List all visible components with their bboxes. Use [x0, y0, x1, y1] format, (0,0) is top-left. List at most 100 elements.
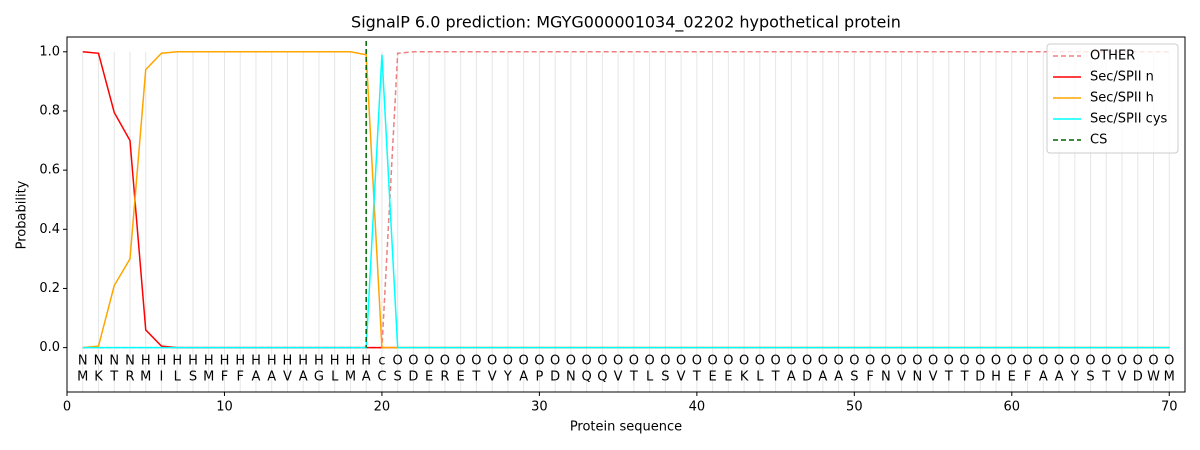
- residue: M: [345, 370, 356, 385]
- prediction-label: O: [802, 354, 812, 369]
- prediction-label: H: [283, 354, 293, 369]
- legend-label: Sec/SPII cys: [1090, 112, 1168, 127]
- y-tick-label: 0.8: [39, 103, 60, 118]
- prediction-label: O: [676, 354, 686, 369]
- residue: F: [236, 370, 243, 385]
- residue: R: [125, 370, 134, 385]
- prediction-label: H: [157, 354, 167, 369]
- y-tick-label: 0.6: [39, 163, 60, 178]
- residue: V: [614, 370, 623, 385]
- prediction-label: O: [833, 354, 843, 369]
- residue: V: [283, 370, 292, 385]
- residue: D: [550, 370, 560, 385]
- prediction-label: O: [1101, 354, 1111, 369]
- residue: Q: [582, 370, 592, 385]
- prediction-label: O: [487, 354, 497, 369]
- residue: E: [724, 370, 732, 385]
- prediction-label: O: [645, 354, 655, 369]
- residue: M: [140, 370, 151, 385]
- residue: V: [897, 370, 906, 385]
- prediction-label: O: [928, 354, 938, 369]
- y-tick-label: 0.4: [39, 222, 60, 237]
- prediction-label: H: [220, 354, 230, 369]
- prediction-label: O: [865, 354, 875, 369]
- residue: H: [991, 370, 1001, 385]
- prediction-label: O: [896, 354, 906, 369]
- series-line: [82, 54, 1170, 349]
- prediction-label: O: [912, 354, 922, 369]
- prediction-label: O: [818, 354, 828, 369]
- x-tick-label: 60: [1004, 400, 1021, 415]
- residue: T: [109, 370, 118, 385]
- prediction-label: O: [440, 354, 450, 369]
- residue: D: [1133, 370, 1143, 385]
- residue: E: [1008, 370, 1016, 385]
- residue: T: [960, 370, 969, 385]
- residue: F: [866, 370, 873, 385]
- prediction-label: O: [739, 354, 749, 369]
- prediction-label: H: [235, 354, 245, 369]
- prediction-label: O: [1085, 354, 1095, 369]
- residue: A: [1039, 370, 1048, 385]
- residue: D: [802, 370, 812, 385]
- residue: L: [646, 370, 654, 385]
- residue: E: [425, 370, 433, 385]
- prediction-label: H: [330, 354, 340, 369]
- residue: A: [818, 370, 827, 385]
- residue: A: [1055, 370, 1064, 385]
- prediction-label: O: [849, 354, 859, 369]
- x-tick-label: 10: [216, 400, 233, 415]
- legend-label: OTHER: [1090, 49, 1135, 64]
- prediction-label: H: [172, 354, 182, 369]
- prediction-label: O: [660, 354, 670, 369]
- residue: A: [252, 370, 261, 385]
- prediction-label: O: [1022, 354, 1032, 369]
- prediction-label: H: [346, 354, 356, 369]
- prediction-label: O: [1133, 354, 1143, 369]
- residue: N: [566, 370, 576, 385]
- residue: V: [677, 370, 686, 385]
- residue: V: [929, 370, 938, 385]
- prediction-label: O: [1054, 354, 1064, 369]
- y-tick-label: 0.0: [39, 340, 60, 355]
- prediction-label: H: [298, 354, 308, 369]
- residue: Q: [597, 370, 607, 385]
- prediction-label: O: [597, 354, 607, 369]
- residue: E: [708, 370, 716, 385]
- residue: E: [457, 370, 465, 385]
- residue: V: [1118, 370, 1127, 385]
- prediction-label: O: [944, 354, 954, 369]
- prediction-label: O: [1070, 354, 1080, 369]
- residue: S: [661, 370, 669, 385]
- residue: S: [1086, 370, 1094, 385]
- residue: S: [394, 370, 402, 385]
- residue: A: [362, 370, 371, 385]
- residue: L: [174, 370, 182, 385]
- prediction-label: N: [125, 354, 135, 369]
- residue: I: [160, 370, 164, 385]
- residue: D: [975, 370, 985, 385]
- prediction-label: O: [519, 354, 529, 369]
- residue: K: [94, 370, 103, 385]
- prediction-label: O: [424, 354, 434, 369]
- prediction-label: O: [755, 354, 765, 369]
- residue: F: [1024, 370, 1031, 385]
- legend-label: CS: [1090, 133, 1107, 148]
- y-tick-label: 1.0: [39, 44, 60, 59]
- prediction-label: O: [786, 354, 796, 369]
- legend-label: Sec/SPII n: [1090, 70, 1154, 85]
- x-tick-label: 30: [531, 400, 548, 415]
- x-tick-label: 40: [689, 400, 706, 415]
- residue: A: [787, 370, 796, 385]
- prediction-label: c: [378, 354, 385, 369]
- residue: A: [267, 370, 276, 385]
- residue: A: [299, 370, 308, 385]
- prediction-label: O: [408, 354, 418, 369]
- y-axis-label: Probability: [15, 180, 30, 249]
- prediction-label: O: [613, 354, 623, 369]
- prediction-label: O: [770, 354, 780, 369]
- prediction-label: O: [1117, 354, 1127, 369]
- residue: T: [944, 370, 953, 385]
- residue: G: [314, 370, 324, 385]
